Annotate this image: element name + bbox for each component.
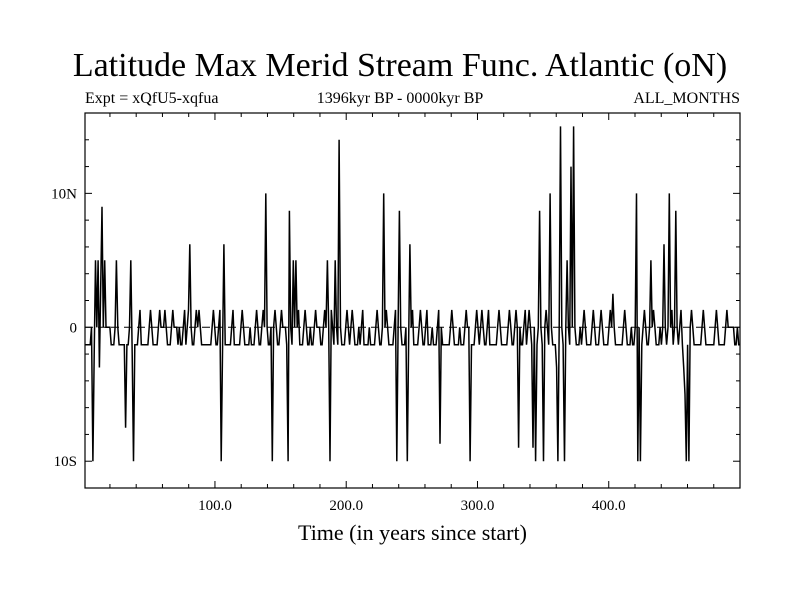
y-tick-label: 10N bbox=[51, 186, 77, 202]
time-range-label: 1396kyr BP - 0000kyr BP bbox=[316, 90, 484, 107]
months-label: ALL_MONTHS bbox=[633, 90, 740, 107]
series-line bbox=[85, 126, 740, 462]
plot-frame bbox=[84, 112, 741, 489]
x-tick-label: 100.0 bbox=[198, 498, 232, 514]
x-tick-label: 200.0 bbox=[329, 498, 363, 514]
y-tick-label: 0 bbox=[70, 320, 78, 336]
experiment-label: Expt = xQfU5-xqfua bbox=[85, 90, 219, 107]
y-tick-label: 10S bbox=[54, 454, 77, 470]
chart-title: Latitude Max Merid Stream Func. Atlantic… bbox=[72, 47, 728, 84]
x-tick-label: 300.0 bbox=[461, 498, 495, 514]
x-axis-label: Time (in years since start) bbox=[298, 520, 527, 545]
x-tick-label: 400.0 bbox=[592, 498, 626, 514]
